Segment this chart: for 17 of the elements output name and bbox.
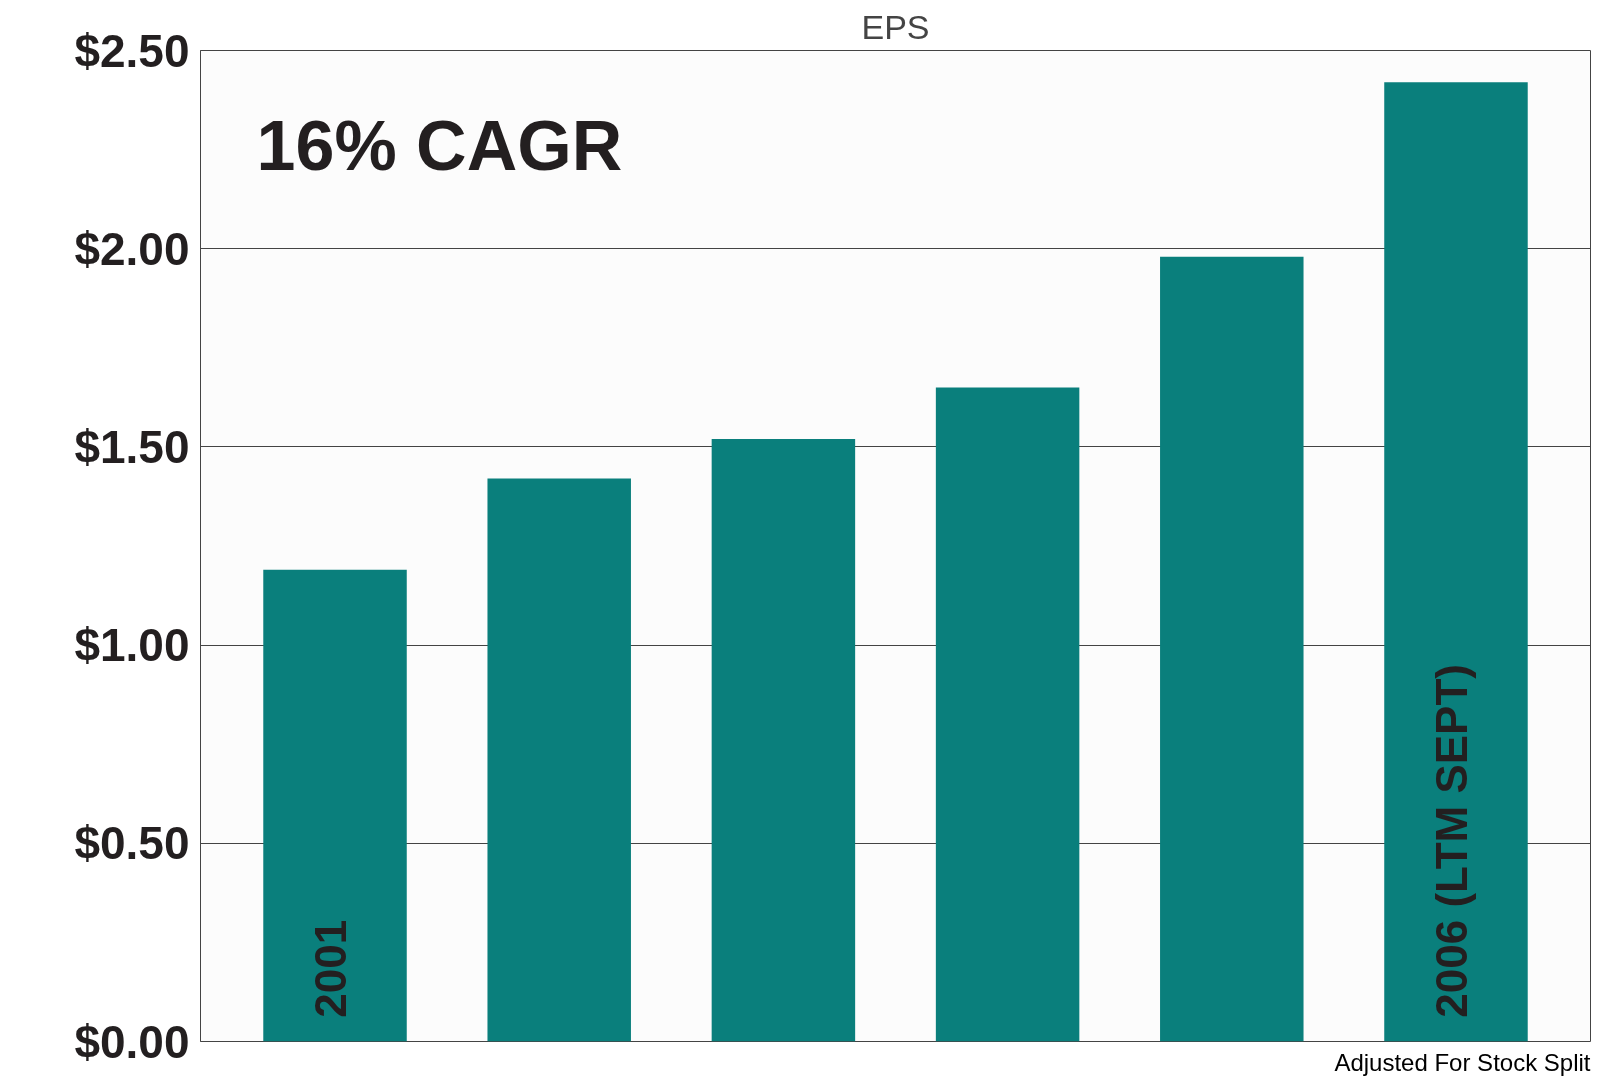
- bar: [263, 569, 407, 1042]
- y-tick-label: $2.50: [74, 24, 190, 77]
- bar: [935, 387, 1080, 1042]
- bar: [711, 438, 856, 1042]
- text: Adjusted For Stock Split: [1334, 1048, 1591, 1076]
- y-tick-label: $0.00: [74, 1015, 190, 1068]
- y-tick-label: $1.50: [74, 420, 190, 473]
- x-tick-label: 2006 (LTM SEPT): [1427, 664, 1476, 1018]
- x-tick-label: 2001: [306, 919, 356, 1018]
- y-tick-label: $1.00: [74, 619, 190, 672]
- y-tick-label: $0.50: [74, 817, 190, 870]
- y-tick-label: $2.00: [74, 222, 190, 275]
- bar: [1384, 82, 1528, 1042]
- bar: [1160, 256, 1304, 1042]
- chart-title: EPS: [861, 7, 930, 46]
- bar: [487, 478, 631, 1042]
- annotation: 16% CAGR: [256, 107, 623, 186]
